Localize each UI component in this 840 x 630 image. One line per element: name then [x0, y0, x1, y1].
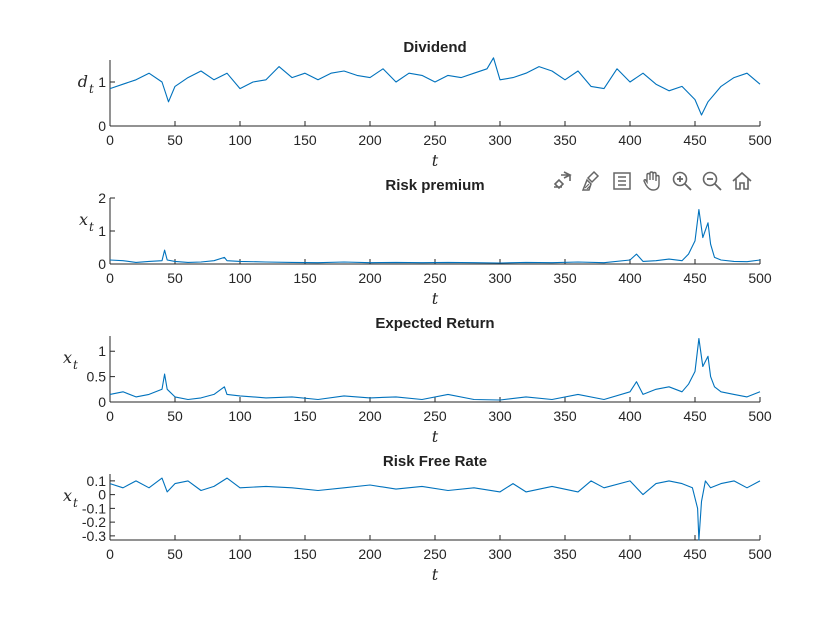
x-tick-label: 450 — [683, 546, 707, 562]
x-tick-label: 500 — [748, 546, 772, 562]
x-tick-label: 350 — [553, 132, 577, 148]
legend-icon — [613, 172, 631, 190]
export-button[interactable] — [548, 168, 576, 194]
x-tick-label: 150 — [293, 270, 317, 286]
y-axis-label: d — [78, 72, 88, 91]
x-tick-label: 150 — [293, 546, 317, 562]
x-tick-label: 0 — [106, 546, 114, 562]
series-line — [109, 477, 761, 541]
zoom-in-button[interactable] — [668, 168, 696, 194]
x-tick-label: 450 — [683, 408, 707, 424]
x-axis-label: t — [432, 151, 439, 170]
x-tick-label: 500 — [748, 408, 772, 424]
x-tick-label: 350 — [553, 546, 577, 562]
x-tick-label: 400 — [618, 546, 642, 562]
x-axis-label: t — [432, 427, 439, 446]
x-tick-label: 100 — [228, 132, 252, 148]
zoom-out-icon — [702, 171, 722, 191]
y-tick-label: 2 — [98, 190, 106, 206]
x-tick-label: 350 — [553, 408, 577, 424]
y-tick-label: 1 — [98, 74, 106, 90]
subplot-4: Risk Free Rate 0 50 100 150 200 250 300 350 400 45… — [63, 453, 772, 584]
y-tick-label: 0 — [98, 487, 106, 503]
x-tick-label: 400 — [618, 408, 642, 424]
subplot-title: Expected Return — [375, 315, 494, 332]
x-tick-label: 350 — [553, 270, 577, 286]
x-tick-label: 250 — [423, 408, 447, 424]
x-tick-label: 150 — [293, 132, 317, 148]
x-tick-label: 400 — [618, 270, 642, 286]
y-tick-label: 1 — [98, 223, 106, 239]
zoom-out-button[interactable] — [698, 168, 726, 194]
x-tick-label: 150 — [293, 408, 317, 424]
export-icon — [553, 171, 572, 190]
x-tick-label: 400 — [618, 132, 642, 148]
y-tick-label: 0 — [98, 118, 106, 134]
pan-button[interactable] — [638, 168, 666, 194]
x-tick-label: 200 — [358, 408, 382, 424]
y-axis-label-subscript: t — [73, 496, 78, 510]
x-tick-label: 250 — [423, 270, 447, 286]
subplot-2: Risk premium 0 50 100 150 200 250 300 350 400 450 5… — [79, 177, 772, 308]
brush-icon — [581, 170, 600, 191]
x-tick-label: 500 — [748, 132, 772, 148]
y-axis-label: x — [79, 210, 88, 229]
y-axis-label-subscript: t — [89, 82, 94, 96]
series-line — [109, 209, 761, 264]
y-tick-label: -0.2 — [82, 514, 106, 530]
y-tick-label: -0.3 — [82, 528, 106, 544]
y-tick-label: 0 — [98, 256, 106, 272]
x-tick-label: 250 — [423, 132, 447, 148]
x-tick-label: 100 — [228, 270, 252, 286]
y-axis-label: x — [63, 486, 72, 505]
home-icon — [732, 171, 752, 190]
y-tick-label: 0.1 — [87, 473, 107, 489]
x-tick-label: 200 — [358, 132, 382, 148]
x-tick-label: 0 — [106, 408, 114, 424]
subplot-title: Risk premium — [385, 177, 484, 194]
home-button[interactable] — [728, 168, 756, 194]
y-axis-label: x — [63, 348, 72, 367]
x-axis-label: t — [432, 289, 439, 308]
x-tick-label: 100 — [228, 408, 252, 424]
x-tick-label: 50 — [167, 270, 183, 286]
y-axis-label-subscript: t — [73, 358, 78, 372]
series-line — [109, 57, 761, 116]
x-tick-label: 50 — [167, 546, 183, 562]
legend-button[interactable] — [608, 168, 636, 194]
x-tick-label: 450 — [683, 132, 707, 148]
x-tick-label: 200 — [358, 270, 382, 286]
y-axis-label-subscript: t — [89, 220, 94, 234]
x-tick-label: 50 — [167, 408, 183, 424]
x-tick-label: 200 — [358, 546, 382, 562]
series-line — [109, 337, 761, 401]
x-tick-label: 0 — [106, 132, 114, 148]
y-tick-label: 1 — [98, 343, 106, 359]
x-tick-label: 300 — [488, 270, 512, 286]
y-tick-label: 0.5 — [87, 369, 107, 385]
subplot-title: Risk Free Rate — [383, 453, 487, 470]
subplot-1: Dividend 0 50 100 150 200 250 300 350 400 450 500 0 1… — [78, 39, 772, 170]
axes-toolbar — [548, 168, 756, 194]
subplot-3: Expected Return 0 50 100 150 200 250 300 350 400 4… — [63, 315, 772, 446]
y-tick-label: -0.1 — [82, 500, 106, 516]
x-tick-label: 0 — [106, 270, 114, 286]
x-tick-label: 500 — [748, 270, 772, 286]
brush-button[interactable] — [578, 168, 606, 194]
x-tick-label: 250 — [423, 546, 447, 562]
zoom-in-icon — [672, 171, 692, 191]
subplot-title: Dividend — [403, 39, 466, 56]
x-tick-label: 300 — [488, 408, 512, 424]
x-tick-label: 300 — [488, 132, 512, 148]
x-tick-label: 450 — [683, 270, 707, 286]
x-tick-label: 100 — [228, 546, 252, 562]
x-tick-label: 300 — [488, 546, 512, 562]
y-tick-label: 0 — [98, 394, 106, 410]
pan-icon — [643, 171, 660, 191]
x-axis-label: t — [432, 565, 439, 584]
x-tick-label: 50 — [167, 132, 183, 148]
